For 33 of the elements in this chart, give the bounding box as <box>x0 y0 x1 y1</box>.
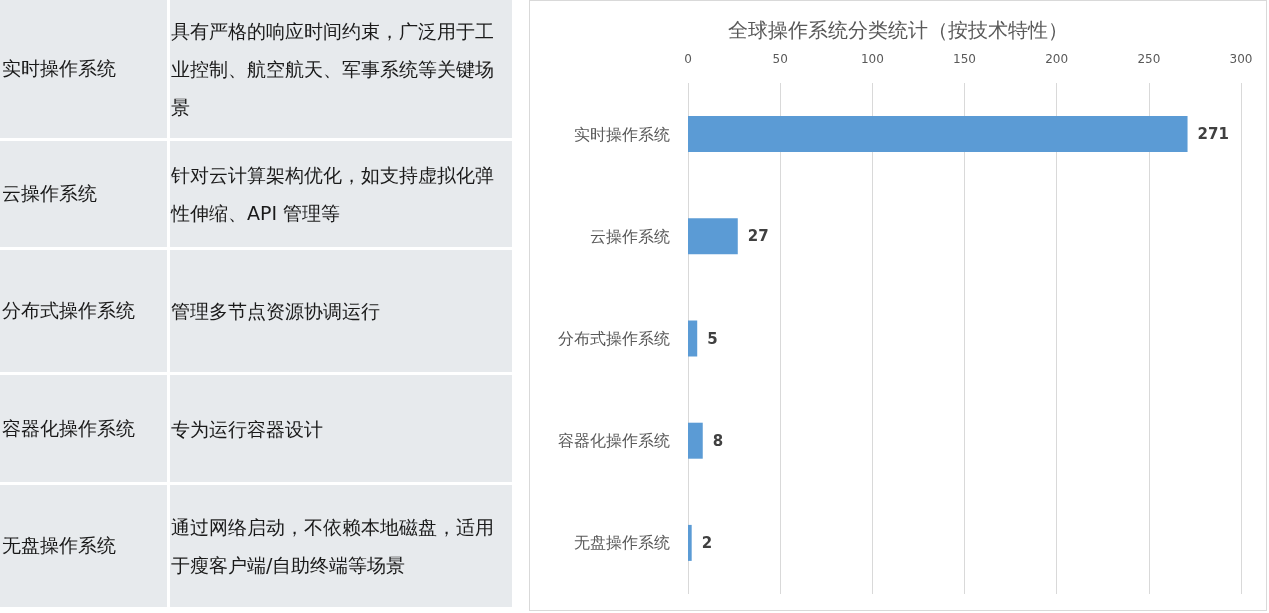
bar <box>688 218 738 255</box>
x-tick-label: 200 <box>1045 52 1069 66</box>
y-tick-label: 无盘操作系统 <box>574 533 670 553</box>
data-label: 271 <box>1197 125 1229 144</box>
chart-title: 全球操作系统分类统计（按技术特性） <box>728 18 1068 42</box>
data-label: 2 <box>701 533 713 552</box>
x-tick-label: 150 <box>953 52 976 66</box>
data-label: 27 <box>747 227 769 246</box>
bar <box>688 524 692 561</box>
text: 专为运行容器设计 <box>171 416 323 442</box>
text: 针对云计算架构优化，如支持虚拟化弹性伸缩、API 管理等 <box>171 163 495 226</box>
y-tick-label: 容器化操作系统 <box>558 431 670 451</box>
text: 管理多节点资源协调运行 <box>171 299 380 324</box>
y-tick-label: 实时操作系统 <box>574 124 670 144</box>
text: 具有严格的响应时间约束，广泛用于工业控制、航空航天、军事系统等关键场景 <box>171 19 495 120</box>
bar <box>688 422 703 459</box>
data-label: 8 <box>712 431 724 450</box>
category-label: 分布式操作系统 <box>2 298 135 323</box>
data-label: 5 <box>707 329 718 348</box>
category-label: 实时操作系统 <box>2 56 116 81</box>
category-label: 容器化操作系统 <box>2 415 135 441</box>
x-tick-label: 50 <box>772 52 788 66</box>
category-label: 无盘操作系统 <box>2 533 116 558</box>
text: 通过网络启动，不依赖本地磁盘，适用于瘦客户端/自助终端等场景 <box>171 515 495 578</box>
x-tick-label: 300 <box>1229 52 1253 66</box>
y-tick-label: 云操作系统 <box>590 226 670 246</box>
bar <box>688 116 1188 153</box>
x-tick-label: 100 <box>860 52 884 66</box>
y-tick-label: 分布式操作系统 <box>558 329 670 348</box>
category-label: 云操作系统 <box>2 181 97 206</box>
x-tick-label: 0 <box>684 52 692 66</box>
x-tick-label: 250 <box>1137 52 1161 66</box>
bar <box>688 320 698 357</box>
